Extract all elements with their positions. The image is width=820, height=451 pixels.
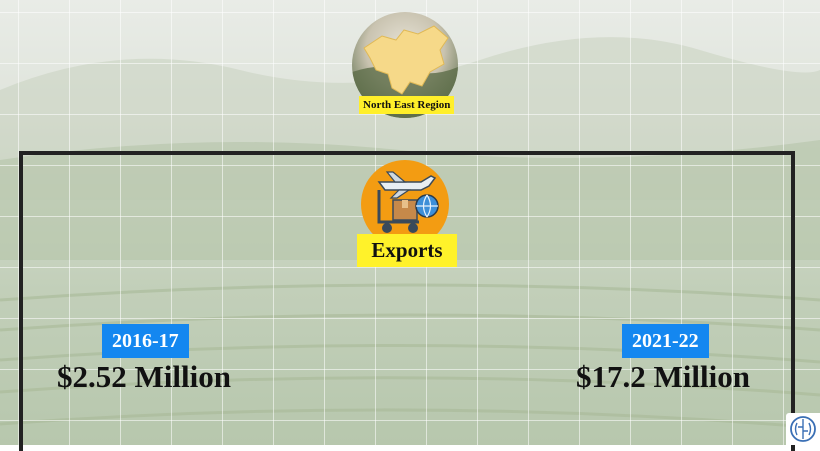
- amount-2021-22: $17.2 Million: [576, 359, 750, 394]
- exports-label: Exports: [357, 234, 457, 267]
- region-label: North East Region: [359, 96, 455, 114]
- year-badge-2021-22: 2021-22: [622, 324, 709, 358]
- export-logistics-icon: [361, 160, 449, 248]
- year-badge-2016-17: 2016-17: [102, 324, 189, 358]
- exports-frame: [19, 151, 795, 451]
- amount-2016-17: $2.52 Million: [57, 359, 231, 394]
- brain-logo-icon: [786, 413, 820, 445]
